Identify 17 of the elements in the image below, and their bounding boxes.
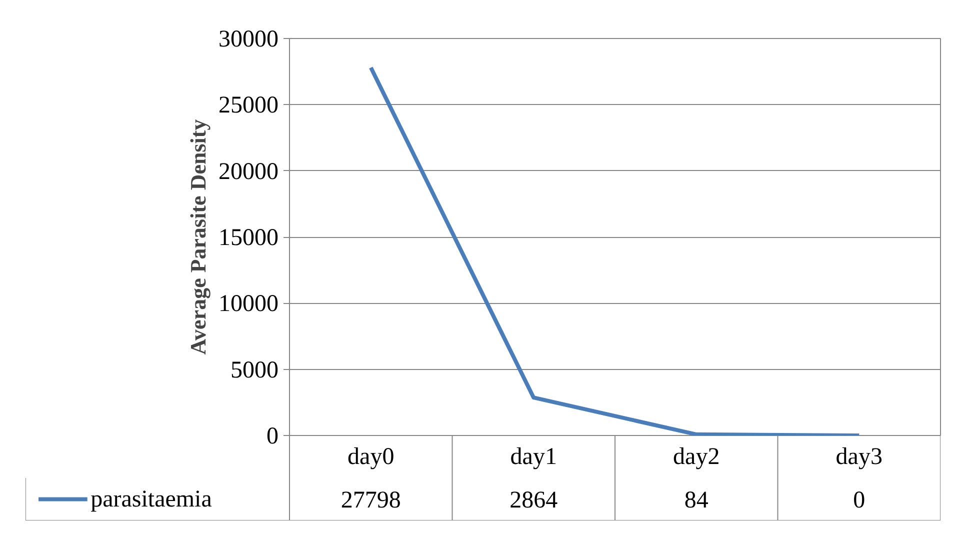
y-tick-label: 25000 bbox=[218, 92, 278, 119]
x-tick-label: day3 bbox=[836, 444, 882, 470]
x-tick-label: day1 bbox=[510, 444, 557, 470]
data-label: 27798 bbox=[340, 487, 401, 514]
x-tick-label: day2 bbox=[673, 444, 720, 470]
y-tick-label: 30000 bbox=[218, 26, 278, 52]
y-tick-label: 20000 bbox=[218, 158, 278, 185]
data-label: 84 bbox=[684, 487, 708, 514]
y-tick-label: 0 bbox=[266, 424, 278, 450]
y-axis-title: Average Parasite Density bbox=[186, 119, 210, 355]
y-tick-label: 15000 bbox=[218, 225, 278, 251]
y-tick-label: 10000 bbox=[218, 291, 278, 318]
x-tick-label: day0 bbox=[348, 444, 394, 470]
legend-label: parasitaemia bbox=[90, 486, 212, 512]
y-tick-label: 5000 bbox=[230, 357, 278, 384]
data-label: 2864 bbox=[510, 487, 558, 514]
data-label: 0 bbox=[853, 487, 866, 514]
